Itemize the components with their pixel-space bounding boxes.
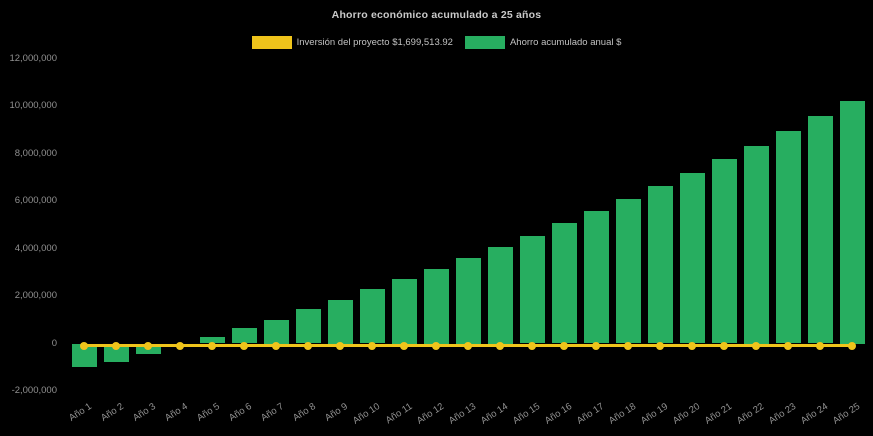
bar-ano-14[interactable]: [487, 247, 513, 344]
y-tick-label-4000000: 4,000,000: [14, 242, 57, 254]
legend-item-savings[interactable]: Ahorro acumulado anual $: [464, 36, 622, 49]
bar-ano-1[interactable]: [71, 343, 97, 368]
legend-swatch-savings-icon: [464, 36, 505, 49]
x-tick-label-ano-5: Año 5: [195, 401, 222, 424]
bar-ano-7[interactable]: [263, 319, 289, 344]
bar-ano-13[interactable]: [455, 258, 481, 344]
x-tick-label-ano-3: Año 3: [131, 401, 158, 424]
x-tick-label-ano-25: Año 25: [830, 401, 862, 427]
x-tick-label-ano-2: Año 2: [99, 401, 126, 424]
investment-line-marker-ano-12[interactable]: [432, 341, 440, 350]
y-tick-label-8000000: 8,000,000: [14, 147, 57, 159]
bar-ano-17[interactable]: [583, 211, 609, 344]
x-tick-label-ano-11: Año 11: [383, 401, 414, 427]
bar-ano-6[interactable]: [231, 327, 257, 344]
investment-line-marker-ano-6[interactable]: [240, 341, 248, 350]
bar-ano-5[interactable]: [199, 336, 225, 344]
investment-line-marker-ano-14[interactable]: [496, 341, 504, 350]
x-tick-label-ano-1: Año 1: [67, 401, 94, 424]
bar-ano-16[interactable]: [551, 223, 577, 344]
investment-line-marker-ano-1[interactable]: [80, 341, 88, 350]
investment-line-marker-ano-3[interactable]: [144, 341, 152, 350]
investment-line-marker-ano-10[interactable]: [368, 341, 376, 350]
chart-title: Ahorro económico acumulado a 25 años: [331, 9, 542, 21]
legend-item-investment[interactable]: Inversión del proyecto $1,699,513.92: [251, 36, 453, 49]
x-tick-label-ano-21: Año 21: [702, 401, 734, 427]
investment-line-marker-ano-5[interactable]: [208, 341, 216, 350]
bar-ano-18[interactable]: [615, 199, 641, 344]
y-tick-label-12000000: 12,000,000: [9, 52, 57, 64]
investment-line-marker-ano-2[interactable]: [112, 341, 120, 350]
investment-line-marker-ano-15[interactable]: [528, 341, 536, 350]
y-tick-label-0: 0: [51, 337, 57, 349]
x-tick-label-ano-18: Año 18: [606, 401, 638, 427]
bar-ano-25[interactable]: [839, 101, 865, 344]
bar-ano-10[interactable]: [359, 289, 385, 344]
x-tick-label-ano-4: Año 4: [163, 401, 190, 424]
investment-line-marker-ano-19[interactable]: [656, 341, 664, 350]
investment-line-marker-ano-16[interactable]: [560, 341, 568, 350]
investment-line-marker-ano-24[interactable]: [816, 341, 824, 350]
bar-ano-2[interactable]: [103, 343, 129, 363]
investment-line-marker-ano-18[interactable]: [624, 341, 632, 350]
bar-ano-9[interactable]: [327, 299, 353, 344]
x-tick-label-ano-16: Año 16: [542, 401, 574, 427]
investment-line-marker-ano-20[interactable]: [688, 341, 696, 350]
bar-ano-8[interactable]: [295, 309, 321, 344]
bar-ano-11[interactable]: [391, 279, 417, 344]
bar-ano-23[interactable]: [775, 131, 801, 344]
x-tick-label-ano-6: Año 6: [227, 401, 254, 424]
bar-ano-24[interactable]: [807, 116, 833, 344]
x-tick-label-ano-8: Año 8: [291, 401, 318, 424]
investment-line-marker-ano-9[interactable]: [336, 341, 344, 350]
investment-line-marker-ano-7[interactable]: [272, 341, 280, 350]
x-tick-label-ano-7: Año 7: [259, 401, 286, 424]
x-tick-label-ano-13: Año 13: [446, 401, 478, 427]
x-tick-label-ano-9: Año 9: [323, 401, 350, 424]
y-tick-label-6000000: 6,000,000: [14, 195, 57, 206]
x-tick-label-ano-23: Año 23: [766, 401, 798, 427]
y-tick-label-2000000: 2,000,000: [14, 290, 57, 301]
investment-line-marker-ano-22[interactable]: [752, 341, 760, 350]
investment-line-marker-ano-8[interactable]: [304, 341, 312, 350]
y-tick-label--2000000: -2,000,000: [11, 385, 57, 396]
legend-label-savings: Ahorro acumulado anual $: [509, 37, 622, 48]
bar-ano-20[interactable]: [679, 173, 705, 344]
investment-line-marker-ano-23[interactable]: [784, 341, 792, 350]
investment-line-marker-ano-17[interactable]: [592, 341, 600, 350]
investment-line-marker-ano-21[interactable]: [720, 341, 728, 350]
x-tick-label-ano-22: Año 22: [734, 401, 766, 427]
x-tick-label-ano-17: Año 17: [574, 401, 606, 427]
x-tick-label-ano-19: Año 19: [638, 401, 670, 427]
investment-line-marker-ano-4[interactable]: [176, 341, 184, 350]
bar-ano-22[interactable]: [743, 146, 769, 344]
x-tick-label-ano-14: Año 14: [478, 401, 510, 427]
legend: Inversión del proyecto $1,699,513.92 Aho…: [0, 36, 873, 49]
y-tick-label-10000000: 10,000,000: [9, 100, 57, 111]
x-tick-label-ano-12: Año 12: [414, 401, 446, 427]
bar-ano-12[interactable]: [423, 268, 449, 344]
bar-ano-19[interactable]: [647, 186, 673, 344]
bar-ano-15[interactable]: [519, 236, 545, 344]
x-tick-label-ano-15: Año 15: [510, 401, 542, 427]
legend-label-investment: Inversión del proyecto $1,699,513.92: [296, 37, 453, 48]
x-tick-label-ano-24: Año 24: [798, 401, 830, 427]
investment-line-marker-ano-25[interactable]: [848, 341, 856, 350]
investment-line-marker-ano-13[interactable]: [464, 341, 472, 350]
investment-line-marker-ano-11[interactable]: [400, 341, 408, 350]
bar-ano-21[interactable]: [711, 159, 737, 344]
x-tick-label-ano-10: Año 10: [350, 401, 382, 427]
legend-swatch-investment-icon: [251, 36, 292, 49]
x-tick-label-ano-20: Año 20: [670, 401, 702, 427]
